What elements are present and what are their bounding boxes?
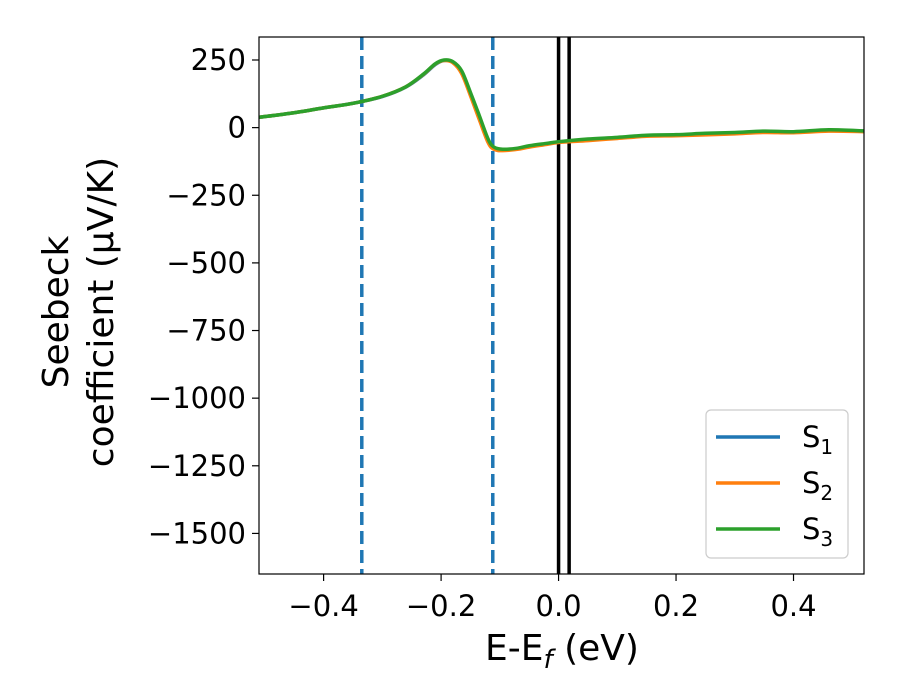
plot-frame xyxy=(258,36,865,575)
series-line-s3 xyxy=(259,58,864,152)
y-tick-label: −750 xyxy=(166,314,246,348)
legend-label-s3: S3 xyxy=(802,512,833,551)
y-axis-label-line2: coefficient (μV/K) xyxy=(81,157,122,467)
legend: S1 S2 S3 xyxy=(705,409,849,559)
x-axis-label: E-Ef (eV) xyxy=(485,628,639,675)
y-tick-label: 250 xyxy=(191,43,246,77)
y-tick-label: −500 xyxy=(166,246,246,280)
y-tick-label: 0 xyxy=(228,111,246,145)
y-tick-label: −1000 xyxy=(148,381,246,415)
y-tick-label: −250 xyxy=(166,178,246,212)
x-tick-label: 0.4 xyxy=(770,589,816,623)
y-axis-label-line1: Seebeck xyxy=(36,235,77,388)
x-tick-label: 0.2 xyxy=(653,589,699,623)
legend-label-s2: S2 xyxy=(802,466,833,505)
y-axis-ticks: 250 0 −250 −500 −750 −1000 −1250 −1500 xyxy=(148,43,259,550)
x-axis-ticks: −0.4 −0.2 0.0 0.2 0.4 xyxy=(288,574,817,623)
x-tick-label: −0.4 xyxy=(288,589,358,623)
y-tick-label: −1500 xyxy=(148,516,246,550)
y-tick-label: −1250 xyxy=(148,449,246,483)
plot-area xyxy=(258,36,865,575)
x-tick-label: −0.2 xyxy=(406,589,476,623)
x-axis-label-unit: (eV) xyxy=(553,628,639,669)
plot-content xyxy=(259,37,864,574)
x-axis-label-main: E-E xyxy=(485,628,543,669)
x-tick-label: 0.0 xyxy=(536,589,582,623)
legend-label-s1: S1 xyxy=(802,420,833,459)
